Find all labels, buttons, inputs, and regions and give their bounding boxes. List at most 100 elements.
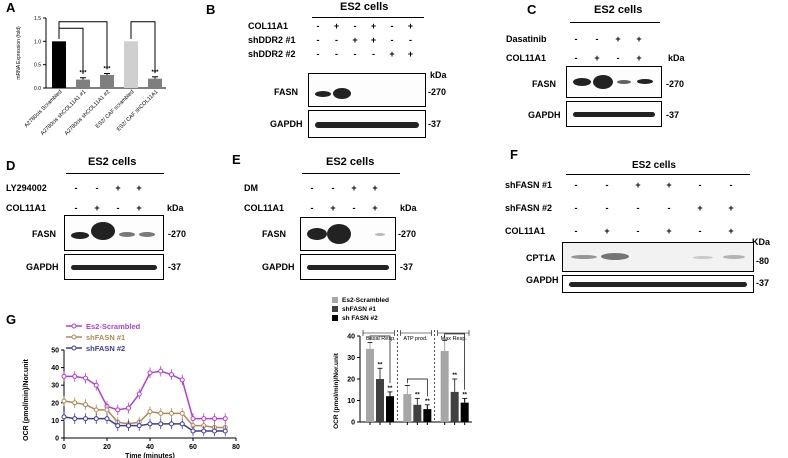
significance-bracket bbox=[59, 27, 84, 74]
panel-f-cpt1a-blot bbox=[562, 242, 754, 272]
group-label: ATP prod. bbox=[403, 336, 428, 342]
band bbox=[71, 232, 89, 239]
band bbox=[307, 265, 389, 270]
condition-sign: + bbox=[94, 203, 100, 213]
panel-a-bar-chart: 0.0 0.5 1.0 1.5 mRNA Expression (fold) A2780c… bbox=[16, 16, 166, 137]
y-tick-label: 10 bbox=[51, 418, 59, 425]
panel-a-label: A bbox=[6, 0, 16, 15]
legend-label: Es2-Scrambled bbox=[86, 322, 141, 331]
data-point bbox=[83, 402, 88, 408]
bar bbox=[423, 409, 432, 422]
panel-c-title-rule bbox=[570, 22, 660, 23]
condition-sign: + bbox=[666, 226, 672, 236]
legend-label: shFASN #1 bbox=[342, 306, 376, 313]
data-point bbox=[222, 416, 228, 422]
condition-sign: - bbox=[353, 49, 357, 59]
panel-b-fasn-size: -270 bbox=[428, 87, 447, 97]
data-point bbox=[190, 416, 196, 422]
significance-mark: ** bbox=[415, 392, 420, 398]
band bbox=[601, 253, 629, 260]
panel-c-gapdh-label: GAPDH bbox=[528, 110, 561, 120]
band bbox=[307, 228, 327, 240]
condition-label: DM bbox=[244, 183, 258, 193]
condition-sign: - bbox=[353, 21, 357, 31]
condition-sign: - bbox=[574, 34, 578, 44]
group-label: Max Resp. bbox=[441, 336, 468, 342]
data-point bbox=[83, 375, 88, 381]
condition-sign: + bbox=[115, 183, 121, 193]
data-point bbox=[169, 410, 174, 416]
panel-b-fasn-label: FASN bbox=[274, 87, 299, 97]
data-point bbox=[212, 428, 217, 434]
condition-sign: + bbox=[136, 183, 142, 193]
condition-sign: + bbox=[666, 180, 672, 190]
condition-sign: - bbox=[390, 35, 394, 45]
panel-e-fasn-label: FASN bbox=[262, 229, 287, 239]
band bbox=[571, 255, 597, 259]
significance-bracket bbox=[58, 21, 108, 70]
panel-e-label: E bbox=[232, 152, 241, 167]
condition-label: LY294002 bbox=[6, 183, 47, 193]
data-point bbox=[126, 423, 131, 429]
panel-b-label: B bbox=[206, 2, 216, 17]
condition-sign: - bbox=[372, 49, 375, 59]
condition-sign: - bbox=[335, 49, 338, 59]
condition-sign: - bbox=[729, 180, 733, 190]
condition-sign: - bbox=[636, 203, 640, 213]
panel-c-gapdh-size: -37 bbox=[666, 110, 680, 120]
condition-label: Dasatinib bbox=[506, 34, 547, 44]
data-point bbox=[72, 416, 78, 422]
band bbox=[327, 224, 351, 244]
panel-e-fasn-blot bbox=[300, 217, 396, 251]
condition-sign: - bbox=[636, 226, 640, 236]
panel-d-title: ES2 cells bbox=[88, 156, 137, 168]
legend-label: sh FASN #2 bbox=[342, 315, 378, 322]
y-tick-label: 0.0 bbox=[34, 86, 41, 92]
data-point bbox=[179, 377, 185, 383]
significance-mark: *** bbox=[103, 67, 111, 73]
condition-sign: - bbox=[316, 49, 320, 59]
data-point bbox=[212, 416, 217, 422]
condition-sign: + bbox=[370, 35, 377, 45]
data-point bbox=[61, 414, 67, 420]
legend-marker bbox=[71, 334, 77, 340]
bar bbox=[148, 78, 162, 88]
significance-bracket bbox=[406, 378, 428, 397]
band bbox=[593, 75, 613, 89]
panel-f-kda-label: KDa bbox=[752, 237, 771, 247]
data-point bbox=[136, 391, 142, 397]
data-point bbox=[115, 423, 121, 429]
panel-f-cpt1a-size: -80 bbox=[756, 256, 770, 266]
condition-sign: + bbox=[389, 49, 395, 59]
x-tick-label: 80 bbox=[232, 444, 240, 451]
condition-sign: - bbox=[310, 203, 314, 213]
panel-e-gapdh-blot bbox=[300, 254, 396, 280]
condition-sign: + bbox=[407, 49, 414, 59]
bar bbox=[366, 348, 374, 422]
condition-sign: - bbox=[74, 183, 78, 193]
panel-d-gapdh-label: GAPDH bbox=[26, 262, 59, 272]
condition-sign: + bbox=[635, 180, 641, 190]
band bbox=[139, 232, 155, 237]
x-tick-label: 60 bbox=[189, 444, 197, 451]
data-point bbox=[147, 409, 153, 415]
condition-label: COL11A1 bbox=[244, 203, 285, 213]
panel-c-kda-label: kDa bbox=[668, 53, 685, 63]
condition-sign: - bbox=[74, 203, 78, 213]
bar bbox=[124, 41, 138, 88]
condition-sign: - bbox=[331, 183, 335, 193]
data-point bbox=[190, 428, 196, 434]
data-point bbox=[93, 382, 99, 388]
band bbox=[637, 79, 653, 84]
bar bbox=[376, 379, 384, 422]
panel-b-gapdh-blot bbox=[308, 110, 426, 138]
legend-label: Es2-Scrambled bbox=[342, 297, 389, 304]
y-tick-label: 40 bbox=[347, 334, 355, 341]
data-point bbox=[61, 398, 67, 404]
condition-sign: - bbox=[605, 203, 609, 213]
condition-sign: - bbox=[574, 203, 578, 213]
data-point bbox=[104, 407, 110, 413]
band bbox=[315, 122, 419, 128]
panel-d-fasn-label: FASN bbox=[32, 229, 57, 239]
panel-e-kda-label: kDa bbox=[400, 203, 417, 213]
